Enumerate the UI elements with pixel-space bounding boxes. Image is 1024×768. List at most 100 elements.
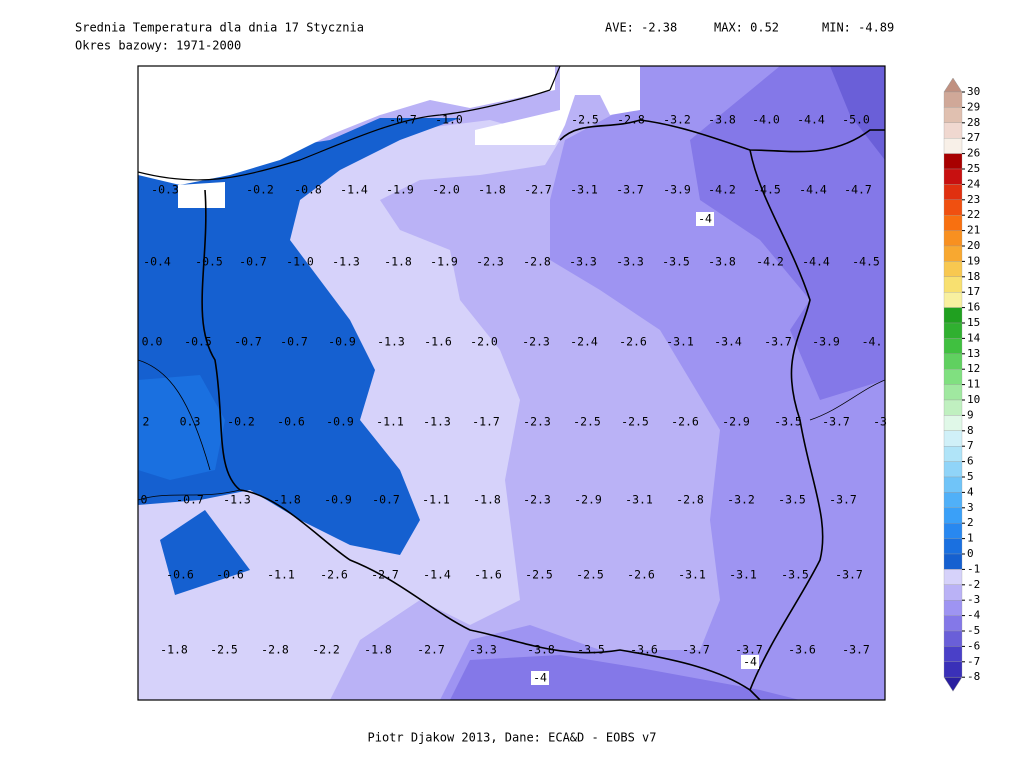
colorbar-label: 13: [967, 347, 980, 360]
contour-label: -3.7: [735, 643, 763, 657]
label-box: [531, 671, 549, 685]
contour-label: -3.1: [666, 335, 694, 349]
contour-label: -0.7: [176, 493, 204, 507]
colorbar-box: [943, 138, 963, 154]
contour-label: -1.8: [160, 643, 188, 657]
contour-label: -3.6: [788, 643, 816, 657]
contour-label: -2.5: [525, 568, 553, 582]
colorbar-box: [943, 338, 963, 354]
colorbar-label: 8: [967, 424, 974, 437]
colorbar-box: [943, 369, 963, 385]
colorbar-label: 29: [967, 100, 980, 113]
contour-label: -0.9: [328, 335, 356, 349]
contour-label: -2.8: [523, 255, 551, 269]
contour-label: -1.1: [422, 493, 450, 507]
contour-label: -3.7: [842, 643, 870, 657]
colorbar-label: 9: [967, 408, 974, 421]
colorbar-box: [943, 446, 963, 462]
contour-label: -2.3: [476, 255, 504, 269]
contour-label: -2.5: [576, 568, 604, 582]
contour-label: -4.4: [799, 183, 827, 197]
colorbar-label: -1: [967, 562, 980, 575]
colorbar-box: [943, 553, 963, 570]
colorbar-label: -5: [967, 624, 980, 637]
colorbar-box: [943, 276, 963, 293]
contour-label: -2.6: [671, 415, 699, 429]
contour-label: -0.3: [151, 183, 179, 197]
contour-label: -4.7: [844, 183, 872, 197]
colorbar-box: [943, 646, 963, 662]
colorbar-box: [943, 523, 963, 539]
contour-label: -4.: [862, 335, 883, 349]
contour-label: -4.4: [797, 113, 825, 127]
contour-label: -3.1: [729, 568, 757, 582]
contour-label: -0.2: [246, 183, 274, 197]
contour-label: -0.5: [184, 335, 212, 349]
colorbar-label: 18: [967, 270, 980, 283]
contour-label: -2.8: [676, 493, 704, 507]
colorbar-box: [943, 476, 963, 493]
colorbar-box: [943, 215, 963, 231]
colorbar-label: 27: [967, 131, 980, 144]
contour-label: -0.7: [372, 493, 400, 507]
contour-label: -1.8: [384, 255, 412, 269]
contour-label: 0.0: [142, 335, 163, 349]
contour-label: -2.6: [619, 335, 647, 349]
colorbar-label: 16: [967, 301, 980, 314]
colorbar-cap: [943, 77, 963, 93]
colorbar-label: 12: [967, 362, 980, 375]
max-stat: MAX: 0.52: [714, 21, 779, 35]
colorbar-label: 5: [967, 470, 974, 483]
contour-label: -1.9: [430, 255, 458, 269]
map-frame: [137, 65, 886, 701]
colorbar-cap: [943, 676, 963, 692]
contour-label: -4.5: [852, 255, 880, 269]
contour-label: -0.9: [326, 415, 354, 429]
label-box: [741, 655, 759, 669]
contour-label: -1.3: [377, 335, 405, 349]
contour-label: -0.7: [234, 335, 262, 349]
map: [138, 66, 885, 700]
colorbar-box: [943, 307, 963, 324]
contour-label: -1.8: [273, 493, 301, 507]
contour-label: -2.3: [523, 493, 551, 507]
contour-label: -3.8: [708, 255, 736, 269]
contour-label: -1.6: [424, 335, 452, 349]
colorbar-box: [943, 353, 963, 370]
contour-label: -2.9: [722, 415, 750, 429]
colorbar-label: 4: [967, 485, 974, 498]
contour-label: -2.6: [627, 568, 655, 582]
boxed-label: -4: [533, 671, 547, 685]
contour-label: -4.0: [752, 113, 780, 127]
contour-label: -3.9: [663, 183, 691, 197]
min-stat: MIN: -4.89: [822, 21, 894, 35]
contour-label: -2.5: [621, 415, 649, 429]
contour-label: -3.7: [682, 643, 710, 657]
contour-label: -3.2: [663, 113, 691, 127]
colorbar-label: 0: [967, 547, 974, 560]
contour-label: -1.7: [472, 415, 500, 429]
colorbar-box: [943, 415, 963, 431]
colorbar-label: 23: [967, 193, 980, 206]
colorbar-label: -7: [967, 655, 980, 668]
contour-label: -3.5: [774, 415, 802, 429]
contour-label: -2.7: [417, 643, 445, 657]
colorbar-box: [943, 569, 963, 585]
contour-label: -3.1: [570, 183, 598, 197]
colorbar-label: -3: [967, 593, 980, 606]
colorbar-label: 19: [967, 254, 980, 267]
contour-label: -2.7: [524, 183, 552, 197]
contour-label: -1.3: [332, 255, 360, 269]
contour-label: -3.5: [662, 255, 690, 269]
contour-label: -1.9: [386, 183, 414, 197]
contour-label: -2.5: [573, 415, 601, 429]
colorbar-box: [943, 630, 963, 647]
contour-label: -2.5: [210, 643, 238, 657]
colorbar-label: 1: [967, 532, 974, 545]
contour-label: -2.8: [617, 113, 645, 127]
colorbar-box: [943, 507, 963, 524]
contour-label: -2.3: [523, 415, 551, 429]
contour-label: -4.2: [708, 183, 736, 197]
contour-label: -3.7: [829, 493, 857, 507]
colorbar-box: [943, 384, 963, 401]
